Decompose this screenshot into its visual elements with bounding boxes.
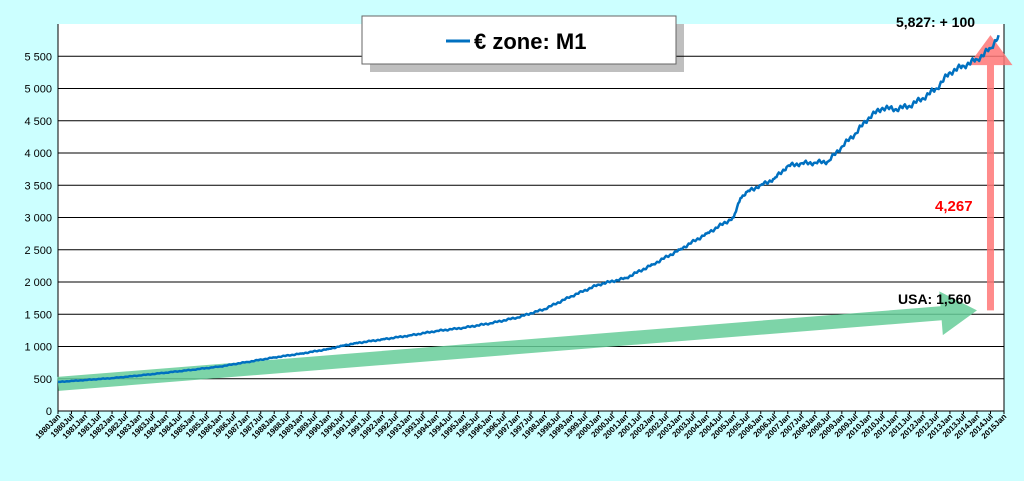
y-tick-label: 0	[46, 406, 52, 418]
x-tick-labels: 1980Jan1980Jul1981Jan1981Jul1982Jan1982J…	[34, 411, 1008, 441]
legend-title: € zone: M1	[474, 29, 586, 54]
annotation-arrows	[57, 35, 1013, 391]
annotation-increase-value: 4,267	[935, 198, 973, 215]
y-tick-label: 4 500	[24, 116, 52, 128]
series-line-m1	[57, 34, 1000, 384]
y-tick-label: 2 500	[24, 245, 52, 257]
y-tick-label: 500	[34, 374, 52, 386]
annotation-usa-value: USA: 1,560	[898, 291, 971, 307]
y-tick-label: 3 000	[24, 213, 52, 225]
annotation-latest-value: 5,827: + 100	[896, 14, 975, 30]
y-tick-label: 5 000	[24, 84, 52, 96]
usa-trend-arrow	[57, 291, 977, 391]
increase-arrow	[968, 35, 1013, 311]
y-tick-label: 5 500	[24, 51, 52, 63]
y-tick-label: 4 000	[24, 148, 52, 160]
y-tick-label: 2 000	[24, 277, 52, 289]
series-lines	[57, 34, 1000, 384]
y-tick-label: 3 500	[24, 180, 52, 192]
y-tick-label: 1 500	[24, 309, 52, 321]
legend-box: € zone: M1	[361, 15, 684, 72]
y-tick-labels: 0 500 1 000 1 500 2 000 2 500 3 000 3 500 4 000 4…	[24, 51, 52, 418]
y-tick-label: 1 000	[24, 342, 52, 354]
